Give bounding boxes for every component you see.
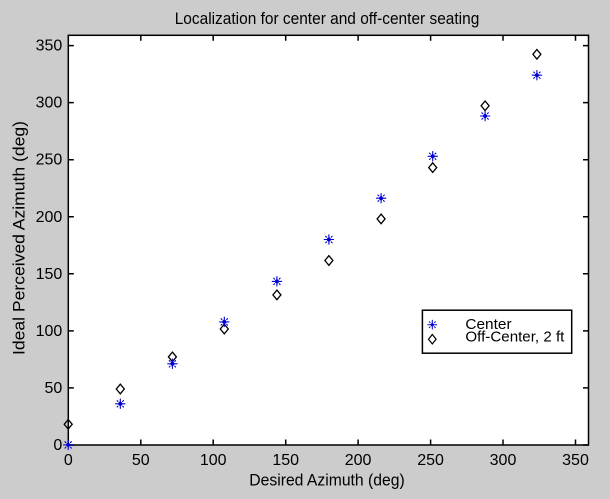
svg-text:150: 150 bbox=[36, 266, 63, 283]
svg-text:300: 300 bbox=[490, 452, 517, 469]
svg-text:0: 0 bbox=[53, 437, 62, 454]
svg-text:Off-Center, 2 ft: Off-Center, 2 ft bbox=[465, 329, 564, 345]
svg-text:Localization for center and of: Localization for center and off-center s… bbox=[175, 9, 480, 28]
svg-text:200: 200 bbox=[345, 452, 372, 469]
svg-text:100: 100 bbox=[200, 452, 227, 469]
svg-text:300: 300 bbox=[36, 95, 63, 112]
svg-text:350: 350 bbox=[36, 38, 63, 55]
svg-text:Center: Center bbox=[465, 317, 511, 333]
svg-text:150: 150 bbox=[272, 452, 299, 469]
svg-text:0: 0 bbox=[64, 452, 73, 469]
svg-text:Ideal Perceived Azimuth (deg): Ideal Perceived Azimuth (deg) bbox=[10, 121, 29, 355]
svg-text:Desired Azimuth (deg): Desired Azimuth (deg) bbox=[249, 471, 404, 490]
svg-text:250: 250 bbox=[417, 452, 444, 469]
svg-text:350: 350 bbox=[562, 452, 589, 469]
svg-text:100: 100 bbox=[36, 323, 63, 340]
svg-text:250: 250 bbox=[36, 152, 63, 169]
svg-text:200: 200 bbox=[36, 209, 63, 226]
svg-text:50: 50 bbox=[45, 380, 63, 397]
svg-text:50: 50 bbox=[132, 452, 150, 469]
